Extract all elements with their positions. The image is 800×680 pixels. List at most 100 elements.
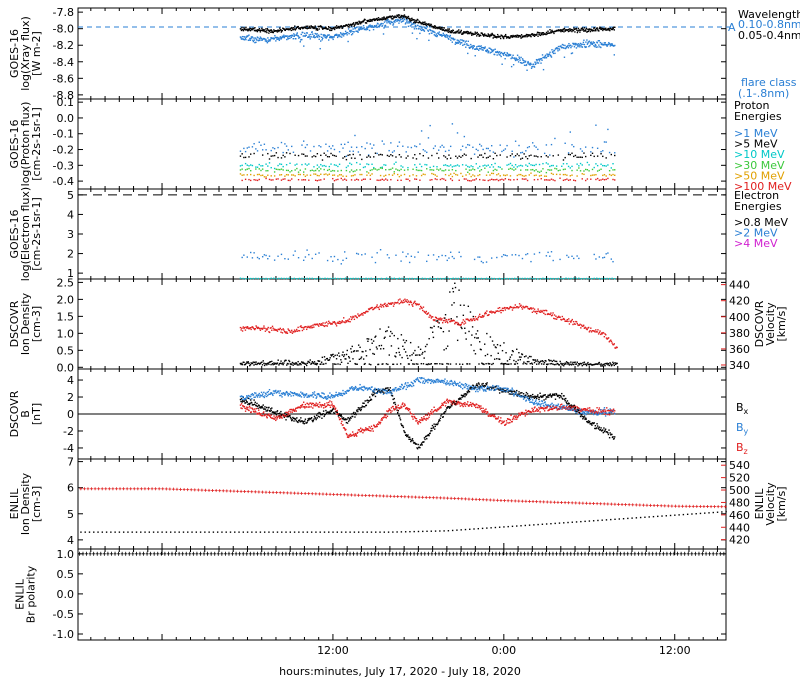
data-point [258, 362, 260, 365]
data-point [367, 155, 370, 157]
data-point [378, 308, 381, 311]
data-point [550, 251, 553, 253]
data-point [315, 29, 317, 31]
data-point [555, 277, 557, 280]
data-point [363, 363, 366, 366]
data-point [243, 27, 245, 29]
data-point [481, 362, 483, 364]
data-point [373, 166, 375, 169]
data-point [296, 393, 299, 395]
data-point [374, 19, 377, 21]
data-point [562, 44, 565, 46]
data-point [301, 420, 304, 422]
data-point [287, 412, 290, 414]
data-point [598, 256, 601, 258]
data-point [610, 340, 613, 343]
data-point [264, 408, 267, 410]
data-point [434, 363, 436, 365]
data-point [590, 363, 592, 365]
data-point [608, 341, 611, 343]
data-point [477, 174, 479, 177]
data-point [434, 277, 436, 280]
data-point [451, 175, 454, 178]
data-point [538, 311, 541, 313]
data-point [509, 167, 512, 170]
data-point [338, 352, 340, 354]
data-point [556, 47, 558, 49]
data-point [465, 31, 467, 34]
data-point [560, 277, 562, 280]
data-point [268, 32, 270, 34]
data-point [266, 329, 268, 331]
data-point [299, 419, 301, 421]
data-point [573, 155, 575, 158]
data-point [330, 256, 332, 258]
data-point [482, 261, 484, 264]
data-point [560, 318, 562, 321]
data-point [600, 332, 603, 334]
data-point [611, 277, 613, 280]
data-point [311, 31, 313, 33]
data-point [355, 252, 358, 255]
data-point [248, 178, 250, 181]
data-point [602, 332, 605, 334]
data-point [315, 36, 317, 38]
data-point [517, 58, 519, 61]
data-point [387, 363, 389, 366]
data-point [265, 414, 267, 416]
data-point [349, 150, 351, 152]
data-point [570, 28, 573, 31]
data-point [329, 400, 331, 402]
data-point [340, 321, 342, 323]
data-point [242, 29, 245, 32]
data-point [482, 363, 484, 365]
data-point [592, 364, 595, 366]
data-point [521, 151, 524, 154]
data-point [422, 21, 424, 23]
data-point [541, 311, 544, 313]
data-point [361, 179, 363, 181]
data-point [329, 412, 332, 414]
data-point [404, 23, 407, 25]
data-point [458, 165, 460, 167]
data-point [331, 35, 333, 38]
data-point [432, 254, 435, 256]
data-point [595, 163, 597, 165]
data-point [300, 417, 302, 419]
data-point [289, 393, 291, 396]
data-point [325, 27, 327, 29]
data-point [566, 254, 568, 257]
data-point [287, 169, 290, 172]
data-point [488, 313, 490, 316]
data-point [347, 362, 349, 365]
data-point [599, 41, 602, 44]
data-point [517, 61, 520, 63]
data-point [464, 327, 466, 329]
data-point [429, 314, 431, 316]
data-point [289, 152, 291, 155]
data-point [513, 306, 516, 309]
data-point [567, 363, 569, 365]
data-point [471, 46, 473, 48]
data-point [519, 35, 522, 37]
data-point [596, 277, 598, 279]
data-point [541, 32, 544, 34]
data-point [254, 396, 256, 398]
data-point [378, 278, 380, 280]
data-point [466, 43, 468, 45]
data-point [243, 361, 245, 364]
data-point [476, 319, 479, 321]
data-point [504, 58, 506, 60]
data-point [609, 45, 612, 47]
data-point [595, 363, 598, 365]
data-point [352, 350, 355, 353]
data-point [497, 173, 500, 175]
data-point [385, 169, 387, 171]
data-point [526, 36, 528, 38]
data-point [333, 174, 336, 176]
data-point [265, 416, 268, 418]
data-point [503, 307, 505, 310]
data-point [290, 395, 292, 397]
data-point [510, 306, 512, 308]
data-point [585, 363, 587, 365]
